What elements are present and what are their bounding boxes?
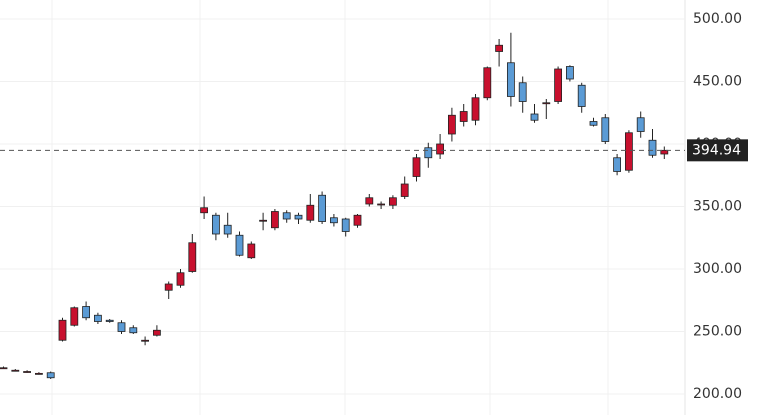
candle-body (424, 147, 433, 159)
candle-body (82, 306, 90, 319)
candle-body (636, 117, 645, 132)
candle-body (35, 372, 43, 375)
candle-body (388, 197, 397, 206)
last-price-label: 394.94 (692, 142, 741, 158)
candle-body (341, 218, 350, 232)
candle-body (589, 121, 598, 126)
candle-body (400, 183, 409, 197)
candle-body (459, 111, 468, 122)
candle-body (471, 97, 480, 121)
y-tick-label: 500.00 (693, 11, 742, 27)
candle-body (176, 272, 185, 286)
candle-body (542, 102, 551, 105)
candle-body (70, 307, 79, 326)
vertical-grid (51, 0, 609, 415)
candle-body (365, 197, 374, 205)
candle-body (518, 82, 527, 102)
candle-body (436, 143, 445, 155)
candle-body (94, 314, 102, 322)
candle-body (270, 211, 279, 229)
candle-body (353, 214, 362, 226)
candle-body (329, 217, 338, 224)
candle-body (412, 157, 421, 177)
candle-body (648, 139, 657, 156)
candle-body (152, 329, 161, 336)
candle-body (200, 207, 209, 214)
candle-body (259, 219, 268, 222)
candle-body (577, 84, 586, 107)
y-tick-label: 350.00 (693, 199, 742, 215)
candle-body (223, 224, 232, 235)
candle-body (58, 319, 67, 341)
candle-body (506, 62, 515, 97)
y-tick-label: 250.00 (693, 324, 742, 340)
candle-body (188, 242, 197, 272)
candle-body (235, 234, 244, 256)
candle-body (164, 283, 173, 291)
candle-body (306, 204, 315, 221)
last-price-box (687, 139, 748, 162)
candle-body (247, 243, 256, 259)
candle-body (141, 339, 150, 342)
y-tick-label: 300.00 (693, 261, 742, 277)
candle-body (11, 369, 20, 372)
candle-body (483, 67, 492, 99)
y-tick-label: 450.00 (693, 74, 742, 90)
candle-body (625, 132, 633, 171)
candle-body (613, 157, 621, 172)
candle-body (105, 319, 114, 322)
candle-body (318, 194, 327, 222)
candle-body (660, 149, 669, 155)
candle-body (601, 117, 610, 142)
candle-body (117, 322, 126, 332)
candle-body (566, 66, 574, 80)
candle-body (530, 113, 539, 121)
candle-body (129, 327, 138, 334)
candle-body (554, 68, 562, 102)
candle-body (447, 114, 456, 135)
candle-body (495, 44, 504, 52)
candle-body (0, 367, 8, 370)
candle-body (377, 203, 386, 206)
candle-body (46, 372, 55, 379)
candle-body (282, 212, 291, 220)
candle-body (294, 214, 303, 220)
candle-body (23, 371, 32, 373)
candle-body (211, 214, 220, 235)
y-tick-label: 200.00 (693, 386, 742, 402)
